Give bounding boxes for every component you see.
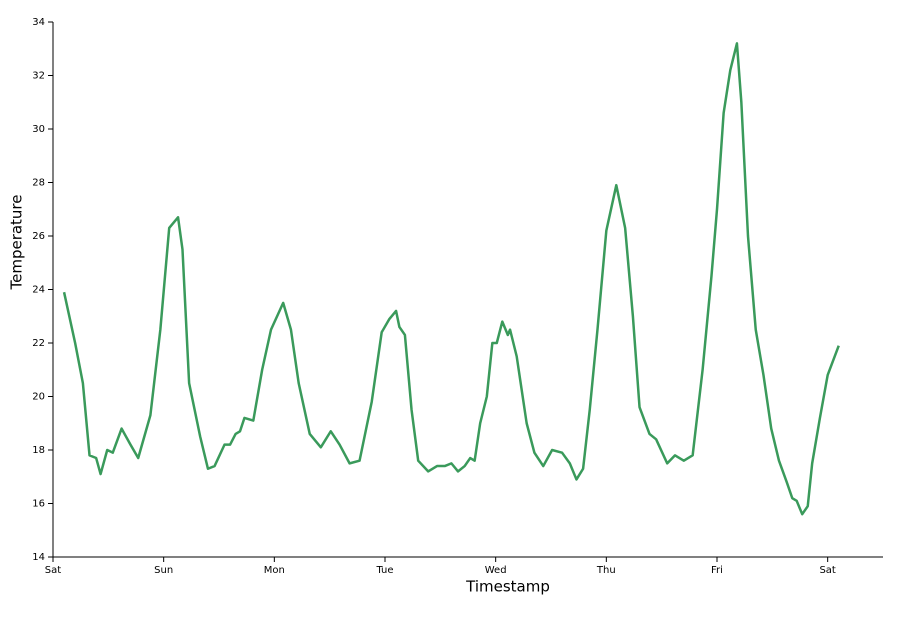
y-tick-label: 24 [32,285,45,296]
x-tick-label: Sat [819,565,835,576]
y-tick-label: 30 [32,124,45,135]
x-tick-label: Thu [596,565,616,576]
y-tick-label: 20 [32,392,45,403]
x-tick-label: Wed [485,565,507,576]
line [62,42,840,516]
x-tick-label: Mon [264,565,285,576]
y-tick-label: 14 [32,552,45,563]
x-axis-title: Timestamp [465,578,550,596]
y-tick-label: 26 [32,231,45,242]
x-tick-label: Sat [45,565,61,576]
y-axis-title: Temperature [8,194,26,290]
y-tick-label: 18 [32,445,45,456]
y-tick-label: 34 [32,17,45,28]
x-tick-label: Tue [375,565,393,576]
y-tick-label: 22 [32,338,45,349]
x-tick-label: Sun [154,565,173,576]
y-tick-label: 28 [32,178,45,189]
x-tick-label: Fri [711,565,723,576]
y-tick-label: 32 [32,71,45,82]
y-tick-label: 16 [32,499,45,510]
